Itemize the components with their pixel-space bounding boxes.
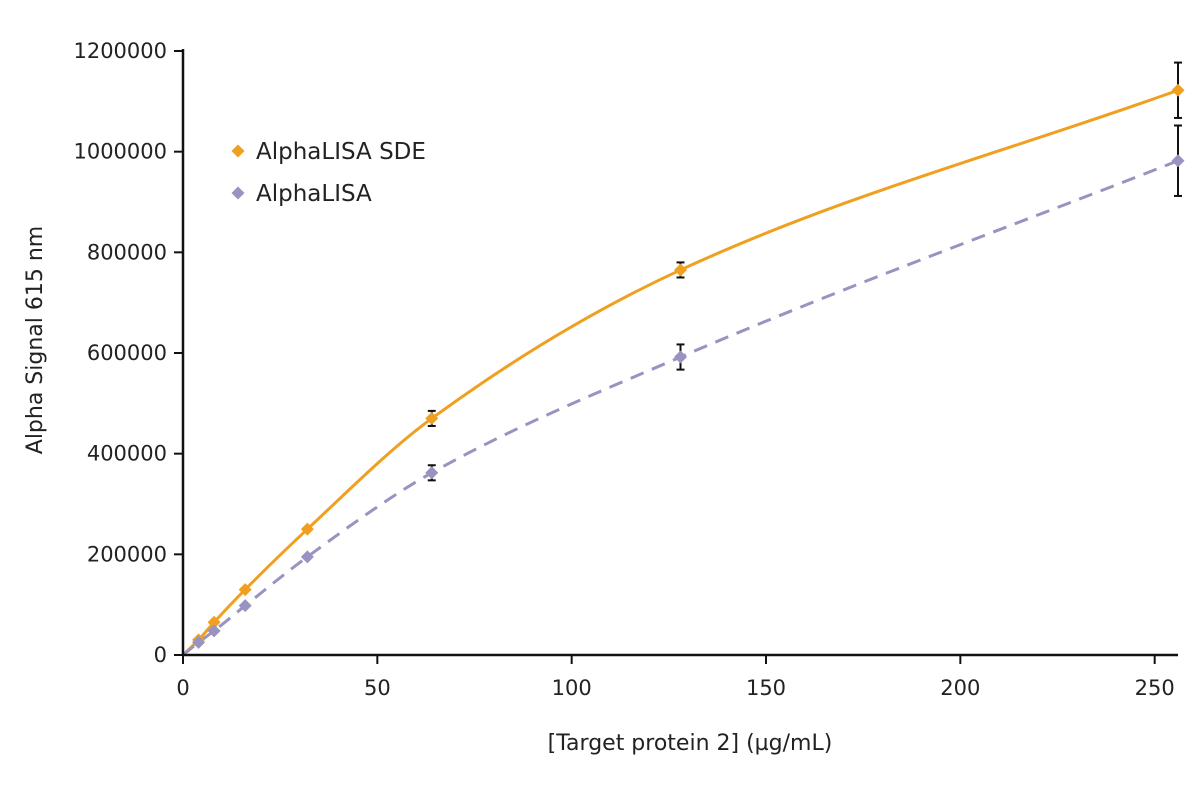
alphalisa-sde-point — [674, 263, 687, 277]
legend-label: AlphaLISA SDE — [256, 139, 426, 165]
alphalisa-sde-fit-line — [181, 88, 1179, 657]
x-axis-title: [Target protein 2] (µg/mL) — [548, 731, 833, 756]
x-tick-label: 200 — [940, 676, 980, 700]
error-bars — [427, 61, 1182, 482]
alphalisa-sde-point — [238, 583, 252, 597]
legend-label: AlphaLISA — [256, 181, 372, 207]
alphalisa-point — [238, 599, 252, 613]
alphalisa-sde-point — [425, 411, 439, 425]
x-tick-label: 100 — [552, 676, 592, 700]
axes: 0 200000 400000 600000 800000 1000000 1200000 0… — [73, 39, 1178, 700]
x-tick-label: 150 — [746, 676, 786, 700]
y-tick-label: 800000 — [87, 240, 167, 264]
alphalisa-sde-point — [207, 615, 221, 629]
y-tick-label: 600000 — [87, 341, 167, 365]
legend: AlphaLISA SDE AlphaLISA — [231, 139, 426, 207]
y-axis-title: Alpha Signal 615 nm — [23, 226, 48, 454]
alphalisa-fit-line — [182, 159, 1179, 657]
alphalisa-sde-point — [300, 522, 314, 536]
fit-curves — [181, 88, 1179, 657]
x-tick-label: 0 — [176, 676, 189, 700]
x-tick-label: 250 — [1135, 676, 1175, 700]
alphalisa-point — [207, 624, 221, 638]
x-tick-label: 50 — [364, 676, 391, 700]
alphalisa-point — [425, 466, 439, 480]
y-tick-label: 1000000 — [73, 140, 167, 164]
y-tick-label: 0 — [154, 643, 167, 667]
y-tick-label: 400000 — [87, 442, 167, 466]
y-tick-label: 200000 — [87, 542, 167, 566]
alphalisa-point — [1171, 154, 1185, 168]
alphalisa-point — [674, 350, 687, 364]
legend-marker — [231, 186, 245, 200]
legend-marker — [231, 144, 245, 158]
y-tick-label: 1200000 — [73, 39, 167, 63]
alphalisa-sde-point — [1171, 83, 1185, 97]
alphalisa-point — [192, 635, 206, 649]
data-points — [192, 83, 1185, 649]
alphalisa-point — [300, 550, 314, 564]
